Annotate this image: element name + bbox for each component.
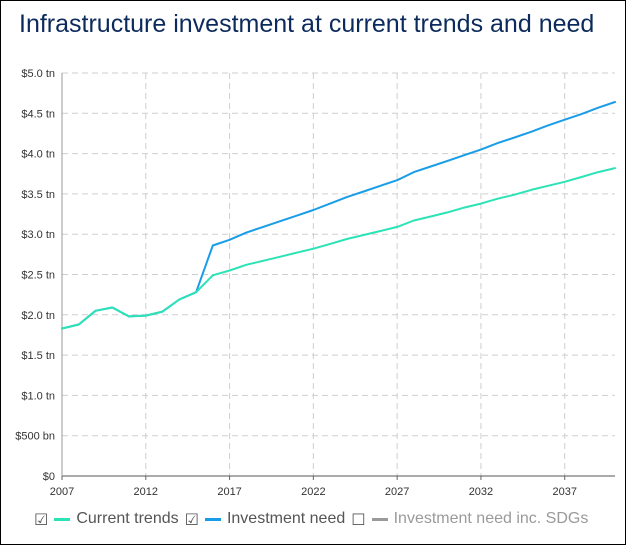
series-swatch-icon — [204, 517, 221, 521]
y-tick-label: $1.5 tn — [21, 350, 55, 362]
series-line-current-trends — [61, 167, 616, 330]
checkbox-checked-icon[interactable]: ☑ — [34, 509, 49, 529]
legend: ☑ Current trends ☑ Investment need ☐ Inv… — [34, 508, 594, 530]
series-swatch-icon — [54, 517, 71, 521]
chart-title: Infrastructure investment at current tre… — [19, 10, 595, 38]
legend-label: Current trends — [76, 510, 179, 527]
checkbox-checked-icon[interactable]: ☑ — [184, 509, 199, 529]
x-tick-label: 2007 — [50, 486, 74, 498]
checkbox-unchecked-icon[interactable]: ☐ — [351, 509, 366, 529]
y-tick-label: $4.5 tn — [21, 108, 55, 120]
legend-item-investment-need[interactable]: ☑ Investment need — [185, 510, 346, 529]
series-line-investment-need — [61, 101, 616, 330]
grid-lines — [62, 72, 615, 476]
x-tick-label: 2027 — [385, 486, 409, 498]
y-tick-label: $3.5 tn — [21, 189, 55, 201]
y-tick-label: $0 — [43, 471, 55, 483]
series-lines — [61, 101, 616, 330]
y-tick-label: $2.0 tn — [21, 310, 55, 322]
legend-item-current-trends[interactable]: ☑ Current trends — [34, 510, 179, 529]
legend-label: Investment need inc. SDGs — [393, 510, 589, 527]
x-tick-label: 2037 — [552, 486, 576, 498]
x-tick-label: 2012 — [134, 486, 158, 498]
y-tick-label: $2.5 tn — [21, 270, 55, 282]
y-tick-label: $5.0 tn — [21, 68, 55, 80]
legend-item-investment-need-sdgs[interactable]: ☐ Investment need inc. SDGs — [351, 510, 588, 529]
y-tick-label: $1.0 tn — [21, 390, 55, 402]
y-tick-label: $3.0 tn — [21, 229, 55, 241]
series-swatch-icon — [371, 517, 388, 521]
x-tick-label: 2022 — [301, 486, 325, 498]
legend-label: Investment need — [226, 510, 346, 527]
axes: $0 $500 bn $1.0 tn $1.5 tn $2.0 tn $2.5 tn $3.… — [15, 68, 615, 498]
y-tick-label: $4.0 tn — [21, 149, 55, 161]
y-tick-label: $500 bn — [15, 431, 55, 443]
x-tick-label: 2017 — [217, 486, 241, 498]
x-tick-label: 2032 — [469, 486, 493, 498]
